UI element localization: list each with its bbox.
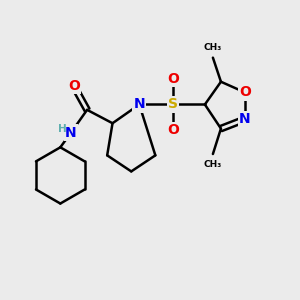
Text: H: H — [58, 124, 67, 134]
Text: O: O — [239, 85, 251, 99]
Text: S: S — [168, 98, 178, 112]
Text: CH₃: CH₃ — [204, 43, 222, 52]
Text: N: N — [65, 126, 77, 140]
Text: O: O — [167, 72, 179, 86]
Text: CH₃: CH₃ — [204, 160, 222, 169]
Text: N: N — [134, 98, 145, 112]
Text: N: N — [239, 112, 251, 126]
Text: O: O — [167, 123, 179, 137]
Text: O: O — [68, 79, 80, 93]
